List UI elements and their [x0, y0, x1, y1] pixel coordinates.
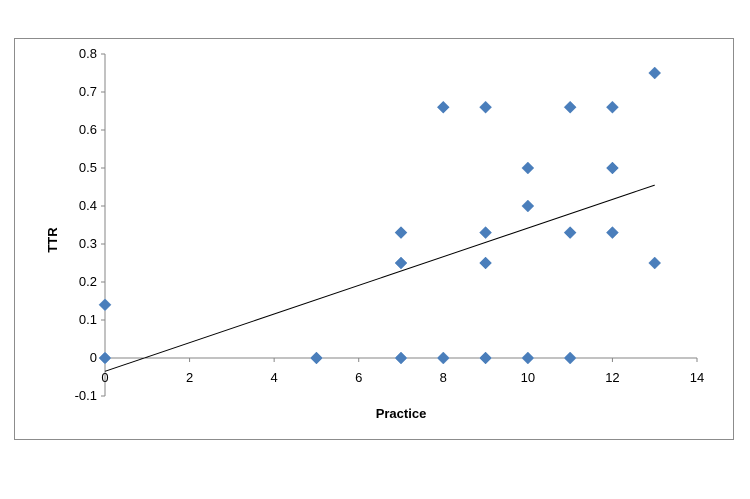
data-point: [394, 256, 408, 270]
x-tick-label: 0: [101, 370, 108, 385]
data-point: [606, 161, 619, 175]
x-tick-label: 6: [355, 370, 362, 385]
x-tick-label: 10: [521, 370, 535, 385]
data-point: [648, 66, 662, 80]
tick-labels: -0.1 0 0.1 0.2 0.3 0.4 0.5 0.6 0.7 0.8 0 2 4 6 8 10 12 14: [75, 46, 705, 403]
y-tick-label: 0.7: [79, 84, 97, 99]
data-point: [394, 226, 408, 239]
data-point: [563, 100, 577, 114]
x-tick-label: 8: [440, 370, 447, 385]
data-point: [436, 100, 450, 114]
data-point: [394, 351, 408, 365]
data-point: [606, 226, 619, 239]
y-tick-label: 0.3: [79, 236, 97, 251]
data-points: [98, 66, 662, 365]
data-point: [563, 351, 577, 365]
y-axis-title: TTR: [45, 227, 60, 253]
y-tick-label: 0.2: [79, 274, 97, 289]
data-point: [98, 298, 112, 312]
data-point: [479, 100, 492, 114]
data-point: [479, 256, 492, 270]
data-point: [310, 351, 323, 365]
y-tick-label: 0.4: [79, 198, 97, 213]
data-point: [563, 226, 577, 239]
data-point: [648, 256, 662, 270]
chart-frame: -0.1 0 0.1 0.2 0.3 0.4 0.5 0.6 0.7 0.8 0 2 4 6 8 10 12 14…: [14, 38, 734, 440]
y-tick-label: 0.8: [79, 46, 97, 61]
y-tick-label: -0.1: [75, 388, 97, 403]
y-tick-label: 0.6: [79, 122, 97, 137]
x-axis-title: Practice: [376, 406, 427, 421]
x-tick-label: 4: [271, 370, 278, 385]
scatter-chart: -0.1 0 0.1 0.2 0.3 0.4 0.5 0.6 0.7 0.8 0 2 4 6 8 10 12 14…: [45, 46, 705, 421]
data-point: [606, 100, 619, 114]
x-tick-label: 2: [186, 370, 193, 385]
x-tick-label: 14: [690, 370, 704, 385]
data-point: [98, 351, 112, 365]
y-axis: [101, 53, 106, 397]
trendline-line: [104, 184, 655, 372]
data-point: [479, 351, 492, 365]
data-point: [521, 199, 535, 213]
data-point: [521, 351, 535, 365]
y-tick-label: 0: [90, 350, 97, 365]
y-tick-label: 0.1: [79, 312, 97, 327]
data-point: [436, 351, 450, 365]
data-point: [479, 226, 492, 239]
x-tick-label: 12: [605, 370, 619, 385]
data-point: [521, 161, 535, 175]
trendline: [104, 184, 655, 372]
y-tick-label: 0.5: [79, 160, 97, 175]
